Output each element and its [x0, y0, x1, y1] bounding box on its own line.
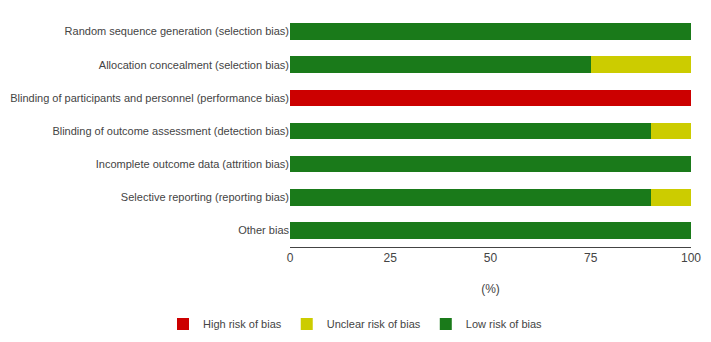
svg-text:Allocation concealment (select: Allocation concealment (selection bias) [99, 59, 289, 71]
svg-text:Random sequence generation (se: Random sequence generation (selection bi… [65, 25, 289, 37]
svg-text:(%): (%) [481, 282, 500, 296]
svg-text:Selective reporting (reporting: Selective reporting (reporting bias) [121, 191, 289, 203]
svg-text:Incomplete outcome data (attri: Incomplete outcome data (attrition bias) [96, 158, 289, 170]
svg-text:Low risk of bias: Low risk of bias [466, 318, 542, 330]
svg-text:High risk of bias: High risk of bias [203, 318, 282, 330]
svg-text:100: 100 [681, 251, 701, 265]
svg-text:Unclear risk of bias: Unclear risk of bias [327, 318, 421, 330]
svg-text:Blinding of participants and p: Blinding of participants and personnel (… [10, 92, 289, 104]
svg-text:Blinding of outcome assessment: Blinding of outcome assessment (detectio… [52, 125, 289, 137]
svg-text:75: 75 [584, 251, 598, 265]
svg-text:25: 25 [384, 251, 398, 265]
svg-text:50: 50 [484, 251, 498, 265]
svg-text:0: 0 [287, 251, 294, 265]
svg-text:Other bias: Other bias [238, 224, 289, 236]
